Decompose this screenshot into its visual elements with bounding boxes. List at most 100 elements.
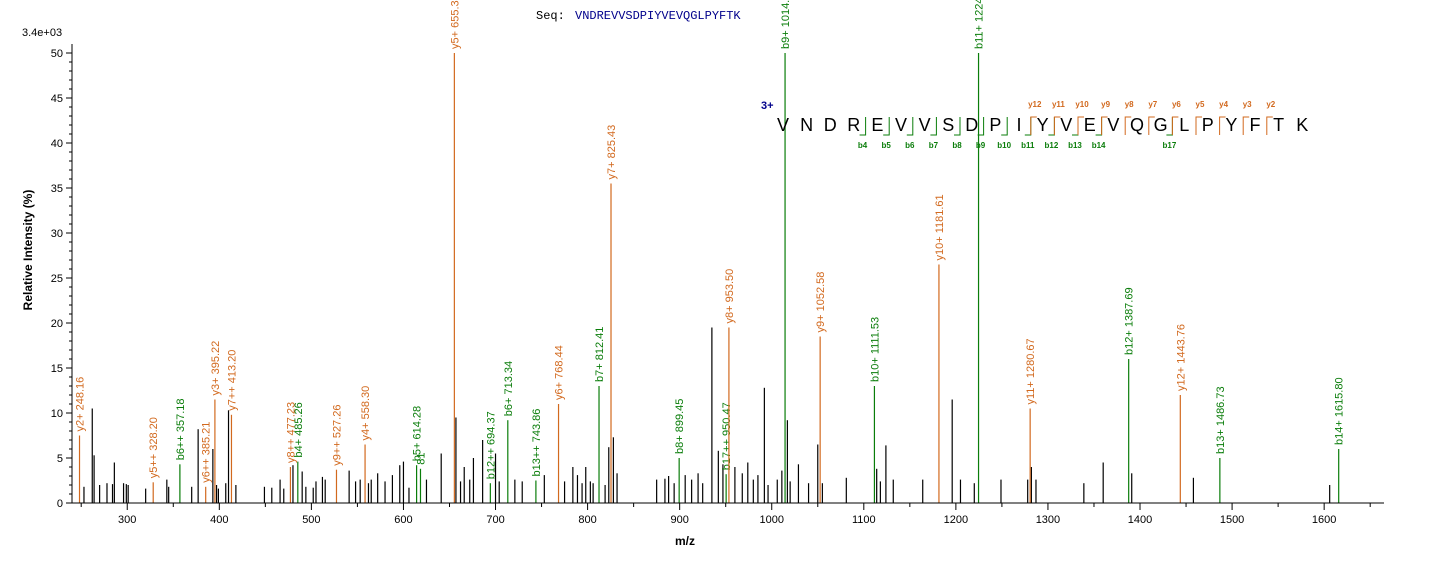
- y-ion-bracket: [1195, 116, 1202, 135]
- y-axis-title: Relative Intensity (%): [21, 190, 35, 311]
- b-ion-bracket: [859, 117, 867, 136]
- x-tick-label: 1500: [1220, 514, 1244, 526]
- b-ion-bracket: [906, 117, 914, 136]
- x-tick-label: 300: [118, 514, 136, 526]
- x-tick-label: 1100: [852, 514, 876, 526]
- peak-label: y7+ 825.43: [606, 125, 618, 180]
- peak-label: b6+ 713.34: [503, 361, 515, 416]
- sequence-residue: D: [965, 115, 978, 135]
- b-ion-marker: b6: [905, 141, 915, 150]
- x-tick-label: 1000: [759, 514, 783, 526]
- seq-title: VNDREVVSDPIYVEVQGLPYFTK: [575, 9, 741, 23]
- y-ion-bracket: [1077, 116, 1084, 135]
- sequence-residue: P: [1202, 115, 1214, 135]
- y-tick-label: 50: [51, 48, 63, 60]
- y-ion-marker: y12: [1028, 100, 1042, 109]
- peak-label: y5+ 655.3: [449, 0, 461, 49]
- peak-label: b12++ 694.37: [485, 411, 497, 479]
- sequence-residue: N: [800, 115, 813, 135]
- peak-label: b8+ 899.45: [674, 399, 686, 454]
- b-ion-marker: b7: [929, 141, 939, 150]
- scale-label: 3.4e+03: [22, 27, 62, 39]
- peak-label: y6+ 768.44: [554, 345, 566, 400]
- x-tick-label: 1300: [1036, 514, 1060, 526]
- peak-label: y6++ 385.21: [201, 422, 213, 483]
- sequence-residue: Q: [1130, 115, 1144, 135]
- b-ion-marker: b11: [1021, 141, 1035, 150]
- y-tick-label: 5: [57, 453, 63, 465]
- peak-label: y7++ 413.20: [226, 350, 238, 411]
- b-ion-marker: b17: [1163, 141, 1177, 150]
- y-ion-marker: y7: [1148, 100, 1157, 109]
- sequence-residue: R: [847, 115, 860, 135]
- y-ion-marker: y10: [1075, 100, 1089, 109]
- b-ion-bracket: [954, 117, 961, 136]
- x-tick-label: 800: [578, 514, 596, 526]
- y-ion-marker: y6: [1172, 100, 1181, 109]
- peak-label: b17++ 950.47: [721, 402, 733, 470]
- peak-label: b11+ 1224.62: [974, 0, 986, 49]
- b-ion-bracket: [883, 117, 890, 136]
- sequence-residue: V: [1107, 115, 1119, 135]
- y-tick-label: 10: [51, 408, 63, 420]
- y-tick-label: 30: [51, 228, 63, 240]
- seq-prefix: Seq:: [536, 9, 565, 23]
- peak-label: y8+ 953.50: [724, 269, 736, 324]
- sequence-residue: L: [1179, 115, 1189, 135]
- peak-label: b7+ 812.41: [594, 327, 606, 382]
- sequence-residue: K: [1296, 115, 1308, 135]
- x-tick-label: 1200: [944, 514, 968, 526]
- peak-label: b5+ 614.28: [412, 406, 424, 461]
- peak-label: y4+ 558.30: [360, 386, 372, 441]
- y-ion-bracket: [1219, 116, 1226, 135]
- x-tick-label: 900: [670, 514, 688, 526]
- sequence-residue: S: [942, 115, 954, 135]
- sequence-residue: P: [989, 115, 1001, 135]
- y-tick-label: 0: [57, 498, 63, 510]
- peak-label: b12+ 1387.69: [1124, 287, 1136, 355]
- peak-label: b13+ 1486.73: [1215, 386, 1227, 454]
- charge-label: 3+: [761, 100, 774, 112]
- b-ion-marker: b14: [1092, 141, 1106, 150]
- peak-label: b10+ 1111.53: [869, 317, 881, 382]
- b-ion-marker: b9: [976, 141, 986, 150]
- y-ion-marker: y2: [1266, 100, 1275, 109]
- b-ion-marker: b12: [1045, 141, 1059, 150]
- b-ion-marker: b8: [952, 141, 962, 150]
- peak-label: b4+ 485.26: [293, 402, 305, 457]
- sequence-residue: Y: [1225, 115, 1237, 135]
- y-tick-label: 40: [51, 138, 63, 150]
- sequence-residue: V: [919, 115, 931, 135]
- y-ion-marker: y9: [1101, 100, 1110, 109]
- sequence-residue: V: [895, 115, 907, 135]
- y-tick-label: 15: [51, 363, 63, 375]
- y-ion-marker: y4: [1219, 100, 1228, 109]
- peak-label: b13++ 743.86: [531, 409, 543, 477]
- peak-label: y9+ 1052.58: [815, 272, 827, 333]
- peak-label: y3+ 395.22: [210, 341, 222, 396]
- sequence-residue: E: [1084, 115, 1096, 135]
- sequence-residue: D: [824, 115, 837, 135]
- x-tick-label: 600: [394, 514, 412, 526]
- x-tick-label: 500: [302, 514, 320, 526]
- axes-layer: 0 5 10 15 20 25 30 35 40 45 50 300 400 500 600 700 800 90…: [51, 44, 1384, 526]
- b-ion-marker: b4: [858, 141, 868, 150]
- x-tick-label: 400: [210, 514, 228, 526]
- sequence-residue: V: [1060, 115, 1072, 135]
- peak-label: y2+ 248.16: [75, 377, 87, 432]
- peak-label: y10+ 1181.61: [934, 194, 946, 260]
- b-ion-marker: b10: [997, 141, 1011, 150]
- y-tick-label: 20: [51, 318, 63, 330]
- b-ion-bracket: [1048, 117, 1055, 136]
- x-axis-title: m/z: [675, 534, 695, 548]
- peak-label: 81: [415, 453, 427, 465]
- x-tick-label: 1600: [1312, 514, 1336, 526]
- y-tick-label: 35: [51, 183, 63, 195]
- y-tick-label: 45: [51, 93, 63, 105]
- y-ion-bracket: [1101, 116, 1108, 135]
- y-tick-label: 25: [51, 273, 63, 285]
- b-ion-bracket: [1095, 117, 1103, 136]
- peak-label: b9+ 1014.47: [780, 0, 792, 49]
- y-ion-marker: y5: [1196, 100, 1205, 109]
